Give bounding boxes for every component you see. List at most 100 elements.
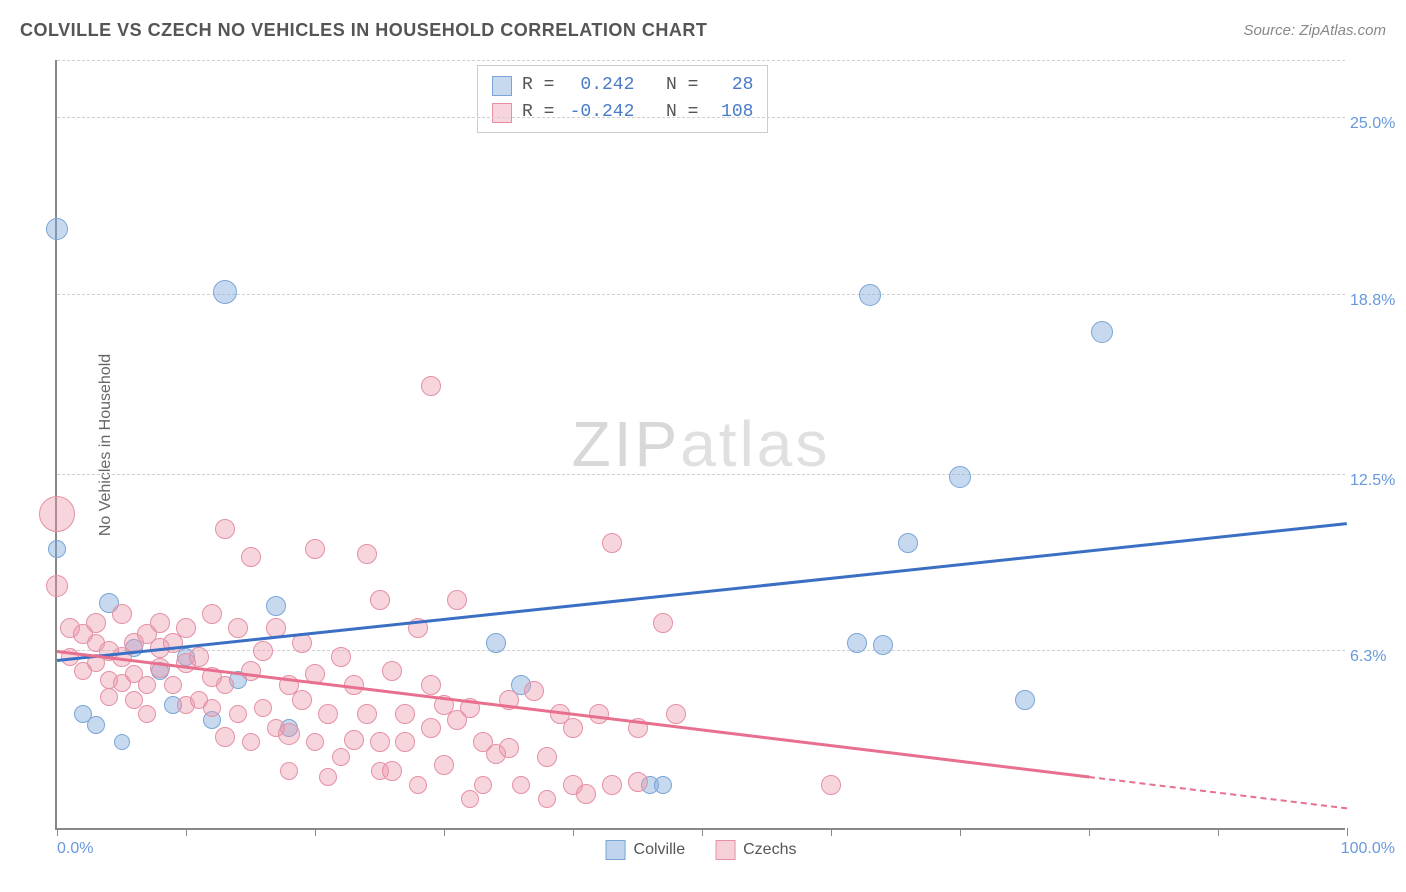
chart-container: No Vehicles in Household ZIPatlas R =0.2… [55, 60, 1345, 830]
watermark: ZIPatlas [572, 407, 831, 481]
trendline [57, 522, 1347, 661]
data-point [202, 604, 222, 624]
data-point [370, 590, 390, 610]
data-point [537, 747, 557, 767]
stats-row: R =-0.242 N =108 [492, 99, 753, 126]
data-point [241, 547, 261, 567]
gridline [57, 60, 1345, 61]
x-tick [1218, 828, 1219, 836]
gridline [57, 650, 1345, 651]
watermark-bold: ZIP [572, 408, 681, 480]
data-point [138, 676, 156, 694]
data-point [215, 727, 235, 747]
gridline [57, 294, 1345, 295]
x-tick [702, 828, 703, 836]
data-point [176, 618, 196, 638]
data-point [382, 661, 402, 681]
data-point [602, 775, 622, 795]
data-point [589, 704, 609, 724]
data-point [1015, 690, 1035, 710]
data-point [602, 533, 622, 553]
data-point [292, 690, 312, 710]
x-tick [444, 828, 445, 836]
y-tick-label: 6.3% [1350, 648, 1405, 666]
series-swatch [492, 76, 512, 96]
data-point [382, 761, 402, 781]
data-point [229, 705, 247, 723]
chart-title: COLVILLE VS CZECH NO VEHICLES IN HOUSEHO… [20, 20, 707, 41]
data-point [331, 647, 351, 667]
data-point [164, 676, 182, 694]
data-point [203, 699, 221, 717]
x-tick [315, 828, 316, 836]
data-point [859, 284, 881, 306]
legend-label: Colville [634, 841, 686, 859]
x-tick [1089, 828, 1090, 836]
data-point [280, 762, 298, 780]
data-point [538, 790, 556, 808]
data-point [666, 704, 686, 724]
legend-swatch [715, 840, 735, 860]
y-tick-label: 18.8% [1350, 292, 1405, 310]
data-point [138, 705, 156, 723]
data-point [100, 688, 118, 706]
data-point [628, 772, 648, 792]
data-point [409, 776, 427, 794]
data-point [87, 716, 105, 734]
data-point [215, 519, 235, 539]
scatter-plot: ZIPatlas R =0.242 N =28R =-0.242 N =108 … [55, 60, 1345, 830]
stats-r-value: 0.242 [564, 72, 634, 99]
data-point [576, 784, 596, 804]
data-point [898, 533, 918, 553]
stats-n-value: 28 [708, 72, 753, 99]
data-point [242, 733, 260, 751]
data-point [46, 575, 68, 597]
data-point [318, 704, 338, 724]
data-point [654, 776, 672, 794]
data-point [421, 376, 441, 396]
data-point [486, 633, 506, 653]
stats-box: R =0.242 N =28R =-0.242 N =108 [477, 65, 768, 133]
data-point [847, 633, 867, 653]
legend-swatch [606, 840, 626, 860]
data-point [395, 704, 415, 724]
stats-n-value: 108 [708, 99, 753, 126]
data-point [563, 718, 583, 738]
source-attribution: Source: ZipAtlas.com [1243, 22, 1386, 39]
data-point [395, 732, 415, 752]
data-point [1091, 321, 1113, 343]
data-point [253, 641, 273, 661]
y-tick-label: 25.0% [1350, 115, 1405, 133]
data-point [524, 681, 544, 701]
data-point [357, 544, 377, 564]
stats-n-label: N = [644, 72, 698, 99]
legend-item: Colville [606, 840, 686, 860]
data-point [421, 718, 441, 738]
data-point [278, 723, 300, 745]
data-point [873, 635, 893, 655]
data-point [114, 734, 130, 750]
data-point [213, 280, 237, 304]
x-tick [573, 828, 574, 836]
data-point [434, 755, 454, 775]
data-point [319, 768, 337, 786]
data-point [344, 730, 364, 750]
data-point [357, 704, 377, 724]
data-point [39, 496, 75, 532]
legend-label: Czechs [743, 841, 796, 859]
data-point [653, 613, 673, 633]
data-point [266, 596, 286, 616]
data-point [474, 776, 492, 794]
data-point [150, 613, 170, 633]
x-axis-max-label: 100.0% [1341, 840, 1395, 858]
x-tick [831, 828, 832, 836]
data-point [241, 661, 261, 681]
series-swatch [492, 103, 512, 123]
x-tick [960, 828, 961, 836]
x-tick [186, 828, 187, 836]
x-tick [1347, 828, 1348, 836]
trendline [1089, 776, 1347, 809]
gridline [57, 474, 1345, 475]
x-axis-min-label: 0.0% [57, 840, 93, 858]
data-point [189, 647, 209, 667]
